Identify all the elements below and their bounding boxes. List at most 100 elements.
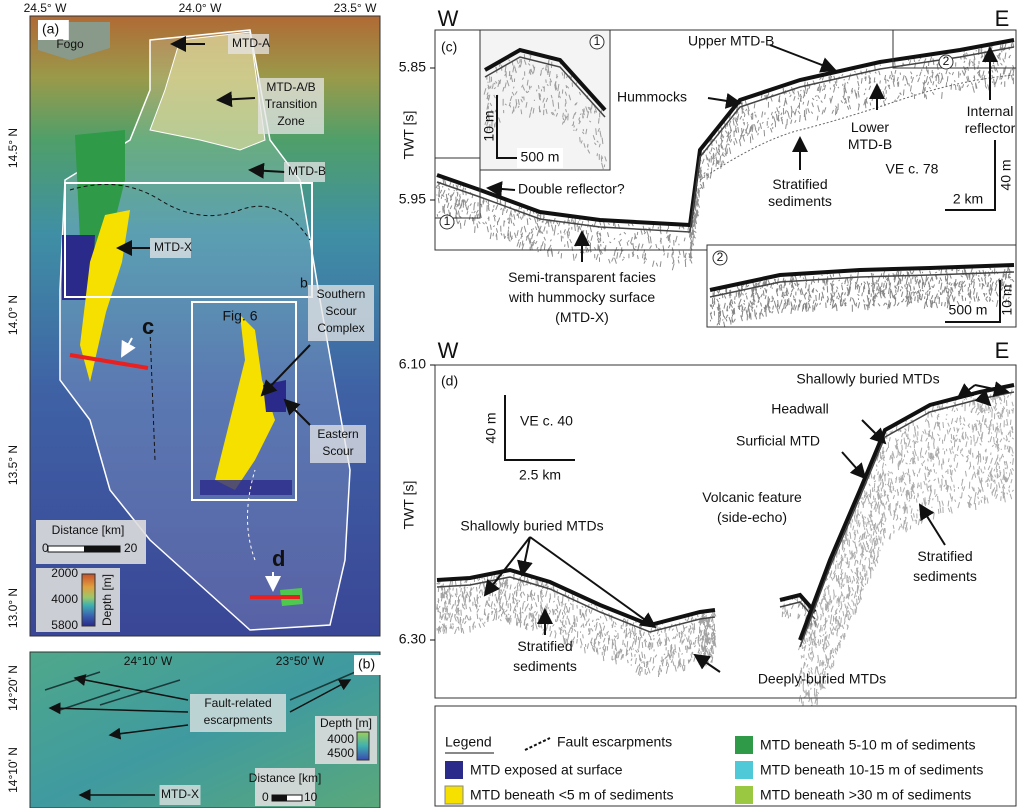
lat-label: 14.0° N xyxy=(6,295,20,335)
scale-label: 2.5 km xyxy=(519,467,561,483)
legend-swatch xyxy=(445,786,463,804)
scale-label: 20 xyxy=(124,541,138,555)
panel-label: (b) xyxy=(358,656,375,672)
depth-tick: 2000 xyxy=(51,566,78,580)
annotation: Semi-transparent facies with hummocky sur… xyxy=(508,269,656,325)
annotation-line: Southern xyxy=(317,287,366,301)
depth-title: Depth [m] xyxy=(320,716,372,730)
annotation: MTD-B xyxy=(288,164,326,178)
lon-label: 24.0° W xyxy=(179,1,222,15)
scale-label: 10 xyxy=(304,790,318,804)
annotation-line: Transition xyxy=(265,97,317,111)
annotation-line: (MTD-X) xyxy=(555,309,609,325)
lon-label: 24°10' W xyxy=(124,654,173,668)
lon-label: 23°50' W xyxy=(276,654,325,668)
annotation: Shallowly buried MTDs xyxy=(796,371,939,387)
legend-item: MTD beneath >30 m of sediments xyxy=(760,787,971,803)
depth-tick: 4000 xyxy=(51,592,78,606)
annotation: Surficial MTD xyxy=(736,433,820,449)
annotation: MTD-X xyxy=(154,240,192,254)
marker: 2 xyxy=(717,250,724,264)
legend-swatch xyxy=(735,736,753,754)
figure: (a) 24.5° W 24.0° W 23.5° W 14.5° N 14.0° N 13… xyxy=(0,0,1021,808)
annotation: Internalreflector xyxy=(965,103,1016,136)
annotation: Shallowly buried MTDs xyxy=(460,518,603,534)
annotation: Hummocks xyxy=(617,89,687,105)
annotation-line: sediments xyxy=(913,568,977,584)
legend-title: Legend xyxy=(445,734,492,750)
marker: 1 xyxy=(594,34,601,48)
lat-label: 13.0° N xyxy=(6,588,20,628)
annotation: MTD-X xyxy=(161,787,199,801)
scale-label: VE c. 78 xyxy=(886,161,939,177)
annotation-line: reflector xyxy=(965,120,1016,136)
annotation-line: Internal xyxy=(967,103,1014,119)
marker: 1 xyxy=(444,214,451,228)
annotation: Double reflector? xyxy=(518,181,625,197)
annotation: d xyxy=(272,546,285,571)
annotation-line: Complex xyxy=(317,321,364,335)
direction: E xyxy=(995,338,1010,363)
annotation-line: Eastern xyxy=(317,427,358,441)
legend-item: Fault escarpments xyxy=(557,734,672,750)
direction: E xyxy=(995,6,1010,31)
scale-label: 2 km xyxy=(953,191,983,207)
annotation: Headwall xyxy=(771,401,829,417)
scale-bar xyxy=(272,795,287,801)
annotation: Fogo xyxy=(56,37,84,51)
annotation-line: escarpments xyxy=(204,713,273,727)
annotation-line: Scour xyxy=(325,304,356,318)
scale-label: 0 xyxy=(262,790,269,804)
legend-item: MTD beneath 5-10 m of sediments xyxy=(760,737,976,753)
scale-label: 40 m xyxy=(483,412,499,443)
scale-label: 500 m xyxy=(521,149,560,165)
annotation: Upper MTD-B xyxy=(688,33,774,49)
annotation-line: (side-echo) xyxy=(717,509,787,525)
scale-label: VE c. 40 xyxy=(520,413,573,429)
legend-item: MTD beneath <5 m of sediments xyxy=(470,787,674,803)
annotation-line: Stratified xyxy=(917,548,972,564)
annotation: c xyxy=(142,314,154,339)
scale-title: Distance [km] xyxy=(249,771,322,785)
annotation-line: Stratified xyxy=(772,176,827,192)
y-title: TWT [s] xyxy=(401,481,417,530)
annotation-line: sediments xyxy=(768,193,832,209)
scale-label: 500 m xyxy=(949,302,988,318)
scale-label: 0 xyxy=(42,541,49,555)
legend-swatch xyxy=(735,761,753,779)
scale-bar xyxy=(84,546,120,552)
scale-label: 40 m xyxy=(998,159,1014,190)
scale-title: Distance [km] xyxy=(52,523,125,537)
annotation-line: MTD-B xyxy=(848,136,892,152)
lat-label: 13.5° N xyxy=(6,445,20,485)
annotation-line: sediments xyxy=(513,658,577,674)
annotation: LowerMTD-B xyxy=(848,119,892,152)
depth-colorbar xyxy=(82,574,95,626)
depth-title: Depth [m] xyxy=(100,574,114,626)
direction: W xyxy=(438,6,459,31)
scale-label: 10 m xyxy=(481,110,497,141)
mtd-exposed xyxy=(200,480,292,495)
y-label: 6.10 xyxy=(399,356,426,372)
legend-item: MTD exposed at surface xyxy=(470,762,623,778)
lon-label: 23.5° W xyxy=(334,1,377,15)
lon-label: 24.5° W xyxy=(24,1,67,15)
depth-tick: 4000 xyxy=(327,732,354,746)
annotation-line: Zone xyxy=(277,114,305,128)
annotation-line: Scour xyxy=(322,444,353,458)
scale-label: 10 m xyxy=(999,284,1015,315)
panel-label: (d) xyxy=(441,373,458,389)
annotation-line: Stratified xyxy=(517,638,572,654)
lat-label: 14.5° N xyxy=(6,128,20,168)
panel-label: (a) xyxy=(42,21,59,37)
legend-swatch xyxy=(445,761,463,779)
annotation-line: with hummocky surface xyxy=(508,289,655,305)
marker: 2 xyxy=(943,54,950,68)
y-title: TWT [s] xyxy=(401,111,417,160)
annotation: b xyxy=(300,275,308,291)
lat-label: 14°10' N xyxy=(6,747,20,793)
depth-tick: 4500 xyxy=(327,746,354,760)
annotation-line: Semi-transparent facies xyxy=(508,269,656,285)
legend-swatch xyxy=(735,786,753,804)
direction: W xyxy=(438,338,459,363)
